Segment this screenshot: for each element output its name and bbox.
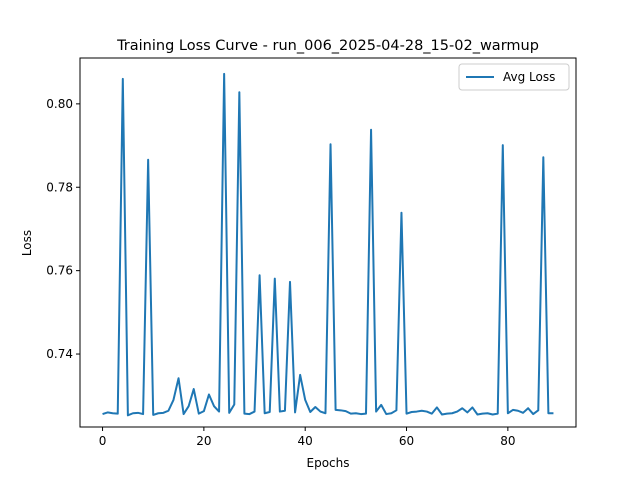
y-tick-label: 0.74 (46, 347, 73, 361)
legend: Avg Loss (458, 63, 570, 91)
x-tick-label: 40 (298, 434, 313, 448)
x-tick-label: 20 (196, 434, 211, 448)
y-tick-label: 0.78 (46, 180, 73, 194)
y-axis-ticks: 0.74 0.76 0.78 0.80 (46, 97, 80, 361)
plot-frame (79, 57, 577, 428)
x-tick-label: 60 (399, 434, 414, 448)
x-axis-ticks: 0 20 40 60 80 (99, 427, 515, 448)
y-tick-label: 0.80 (46, 97, 73, 111)
series-line-0 (102, 72, 554, 417)
legend-entry-label: Avg Loss (503, 70, 555, 84)
y-tick-label: 0.76 (46, 264, 73, 278)
series-layer (102, 72, 554, 417)
chart-title: Training Loss Curve - run_006_2025-04-28… (116, 38, 539, 54)
x-tick-label: 80 (500, 434, 515, 448)
legend-box (458, 63, 570, 91)
x-axis-label: Epochs (307, 456, 350, 470)
plot-area: 0 20 40 60 80 0.74 0.76 0.78 0.80 (46, 57, 577, 448)
x-tick-label: 0 (99, 434, 107, 448)
y-axis-label: Loss (20, 230, 34, 256)
